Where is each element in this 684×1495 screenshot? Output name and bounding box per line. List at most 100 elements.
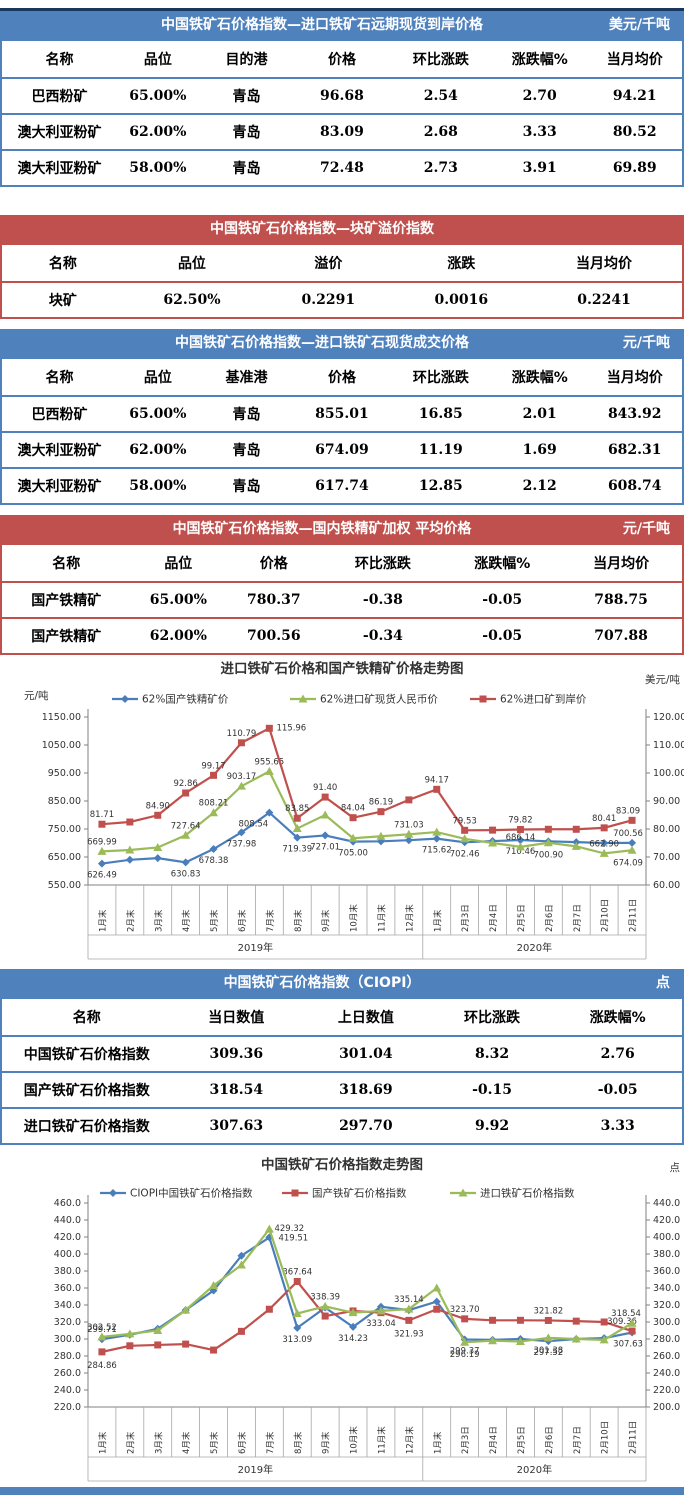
data-point-label: 314.23 <box>338 1334 368 1344</box>
table-cell: -0.05 <box>482 592 523 608</box>
column-header: 涨跌幅% <box>589 1010 646 1026</box>
series-line <box>101 769 633 855</box>
table-title-bar: 中国铁矿石价格指数（CIOPI） 点 <box>0 969 684 997</box>
x-axis-category-label: 2月4日 <box>489 904 499 932</box>
table-cell: 855.01 <box>315 406 369 422</box>
table-row: 澳大利亚粉矿 58.00% 青岛 617.74 12.85 2.12 608.74 <box>1 468 683 504</box>
data-point-marker <box>121 695 129 703</box>
data-point-label: 83.85 <box>285 804 309 814</box>
data-point-label: 321.82 <box>533 1306 563 1316</box>
data-point-label: 92.86 <box>173 779 197 789</box>
right-axis-unit: 美元/吨 <box>645 673 681 686</box>
table-cell: 3.33 <box>600 1118 635 1134</box>
table-title-bar: 中国铁矿石价格指数—块矿溢价指数 <box>0 215 684 243</box>
column-header: 价格 <box>259 556 288 572</box>
data-point-marker <box>627 1318 637 1327</box>
ciopi-index-table: 中国铁矿石价格指数（CIOPI） 点名称 当日数值 上日数值 环比涨跌 涨跌幅% 中国铁矿石… <box>0 969 684 1145</box>
data-point-marker <box>209 1280 219 1289</box>
data-point-label: 301.38 <box>533 1346 563 1356</box>
data-point-label: 333.04 <box>366 1319 396 1329</box>
data-point-marker <box>153 842 163 851</box>
column-header: 名称 <box>45 52 74 68</box>
data-point-marker <box>209 808 219 817</box>
column-header: 价格 <box>327 52 356 68</box>
data-point-marker <box>125 845 135 854</box>
column-header: 名称 <box>45 370 74 386</box>
data-point-label: 84.90 <box>146 801 170 811</box>
data-point-label: 115.96 <box>276 723 306 733</box>
data-point-marker <box>265 808 274 817</box>
data-point-marker <box>458 1188 468 1197</box>
data-point-marker <box>264 766 274 775</box>
table-cell: 62.50% <box>163 292 221 308</box>
header-row: 名称 当日数值 上日数值 环比涨跌 涨跌幅% <box>1 998 683 1036</box>
data-point-label: 323.70 <box>450 1305 480 1315</box>
x-axis-category-label: 9月末 <box>321 1431 332 1454</box>
table-row: 国产铁矿石价格指数 318.54 318.69 -0.15 -0.05 <box>1 1072 683 1108</box>
right-axis-tick-label: 220.0 <box>653 1385 680 1396</box>
data-point-label: 678.38 <box>199 856 229 866</box>
table-cell: 16.85 <box>418 406 463 422</box>
left-axis-tick-label: 240.0 <box>54 1385 81 1396</box>
column-header: 品位 <box>143 52 172 68</box>
data-point-marker <box>293 833 302 842</box>
data-point-marker <box>432 827 442 836</box>
right-axis-tick-label: 300.0 <box>653 1317 680 1328</box>
table-cell: 307.63 <box>209 1118 264 1134</box>
table-cell: 700.56 <box>246 628 301 644</box>
table-cell: 青岛 <box>232 407 261 423</box>
x-axis-category-label: 12月末 <box>404 904 415 932</box>
data-point-marker <box>404 836 413 845</box>
column-header: 当日数值 <box>208 1010 265 1026</box>
right-axis-tick-label: 380.0 <box>653 1249 680 1260</box>
data-point-marker <box>182 1340 190 1348</box>
x-axis-category-label: 6月末 <box>237 1431 248 1454</box>
table-title-bar: 中国铁矿石价格指数—进口铁矿石现货成交价格 元/千吨 <box>0 329 684 357</box>
data-point-label: 313.09 <box>282 1335 312 1345</box>
data-point-marker <box>154 1341 162 1349</box>
x-axis-category-label: 4月末 <box>181 909 192 932</box>
table-cell: 青岛 <box>232 125 261 141</box>
table-cell: 青岛 <box>232 161 261 177</box>
data-point-marker <box>349 814 357 822</box>
data-point-marker <box>320 1301 330 1310</box>
right-axis-tick-label: 360.0 <box>653 1266 680 1277</box>
lump-premium-table: 中国铁矿石价格指数—块矿溢价指数 名称 品位 溢价 涨跌 当月均价 块矿 62.50% 0.22… <box>0 215 684 319</box>
data-point-label: 79.82 <box>508 816 532 826</box>
table-cell: 青岛 <box>232 89 261 105</box>
data-point-marker <box>153 1326 163 1334</box>
table-cell: 11.19 <box>418 442 463 458</box>
x-axis-category-label: 2月3日 <box>461 904 471 932</box>
column-header: 当月均价 <box>606 52 663 68</box>
table-cell: 2.12 <box>522 478 557 494</box>
left-axis-tick-label: 340.0 <box>54 1300 81 1311</box>
left-axis-tick-label: 320.0 <box>54 1317 81 1328</box>
table-cell: 澳大利亚粉矿 <box>17 479 102 495</box>
left-axis-tick-label: 420.0 <box>54 1232 81 1243</box>
table-cell: 318.54 <box>209 1082 264 1098</box>
left-axis-tick-label: 280.0 <box>54 1351 81 1362</box>
left-axis-tick-label: 1150.00 <box>42 712 81 723</box>
table-cell: 62.00% <box>129 124 187 140</box>
series-line <box>101 811 633 865</box>
table-cell: 65.00% <box>129 88 187 104</box>
x-axis-category-label: 4月末 <box>181 1431 192 1454</box>
column-header: 价格 <box>327 370 356 386</box>
data-point-marker <box>433 785 441 793</box>
table-cell: -0.34 <box>362 628 403 644</box>
series-line <box>101 1226 633 1344</box>
x-axis-category-label: 2月5日 <box>517 904 527 932</box>
table-cell: 1.69 <box>522 442 557 458</box>
data-point-label: 702.46 <box>450 849 480 859</box>
x-axis-category-label: 2月6日 <box>545 1426 555 1454</box>
column-header: 品位 <box>164 556 193 572</box>
column-header: 当月均价 <box>606 370 663 386</box>
left-axis-tick-label: 650.00 <box>48 852 81 863</box>
data-point-label: 79.53 <box>452 816 476 826</box>
left-axis-tick-label: 300.0 <box>54 1334 81 1345</box>
ciopi-trend-chart: 中国铁矿石价格指数走势图 点 CIOPI中国铁矿石价格指数 国产铁矿石价格指数 进口铁矿… <box>54 1156 680 1482</box>
table-cell: 2.70 <box>522 88 557 104</box>
table-cell: 843.92 <box>607 406 662 422</box>
column-header: 当月均价 <box>593 556 650 572</box>
data-point-marker <box>320 810 330 819</box>
